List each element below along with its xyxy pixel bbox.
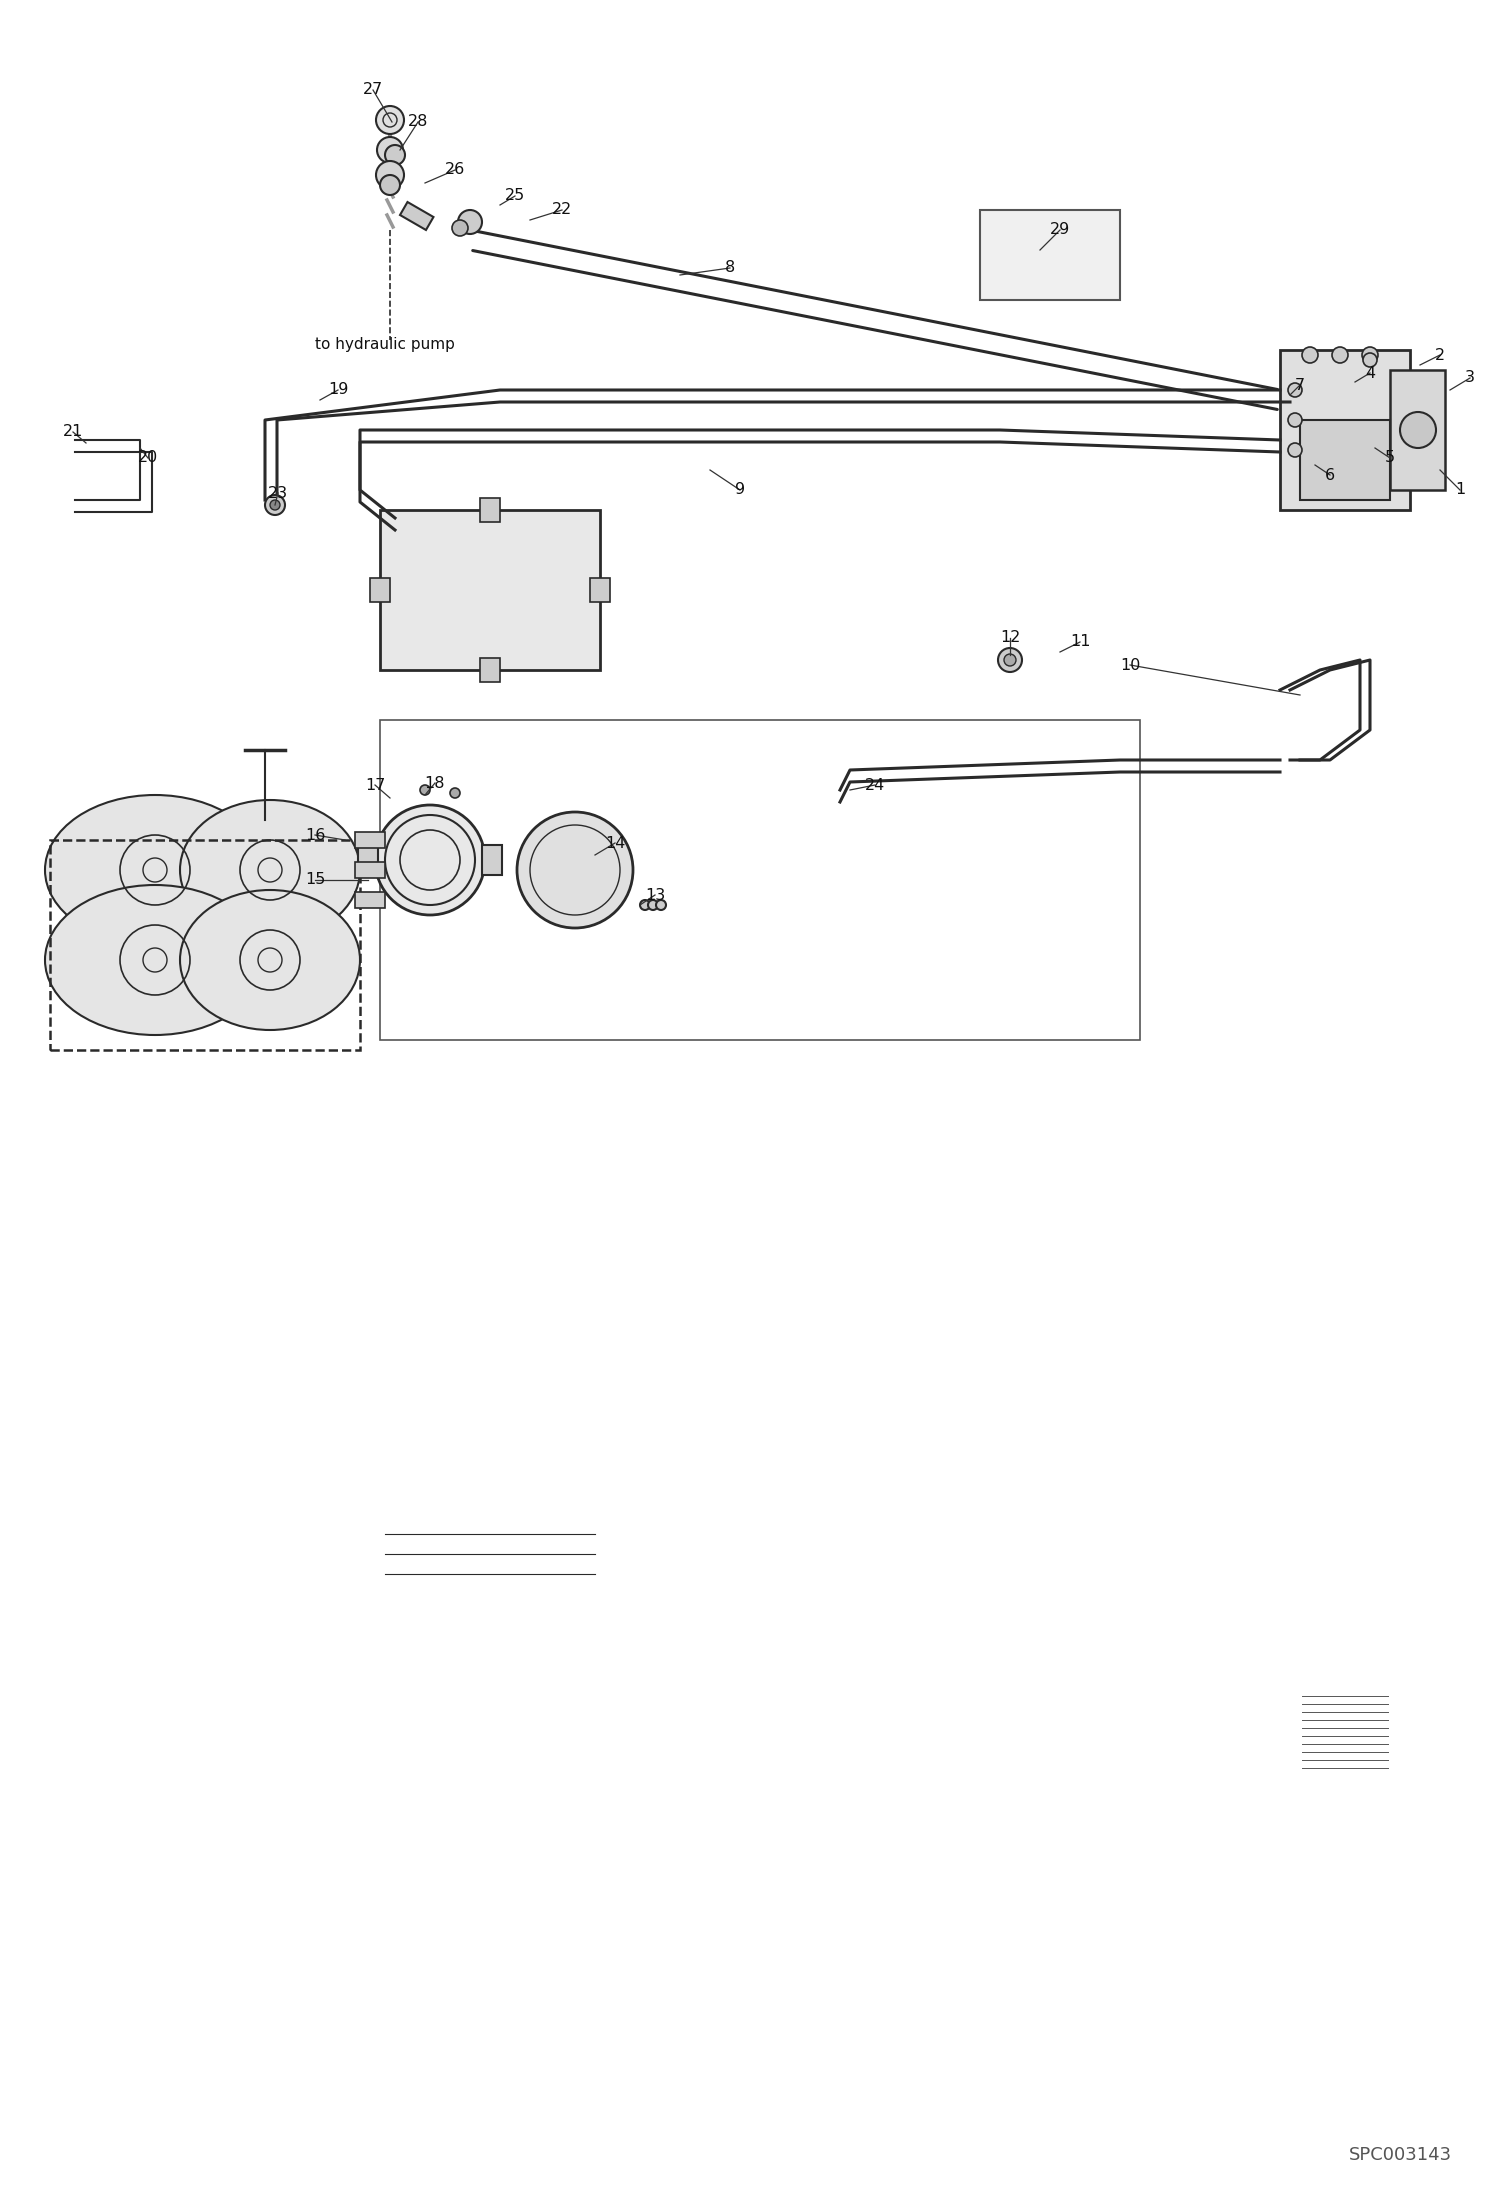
Text: 1: 1 — [1455, 483, 1465, 498]
Text: 17: 17 — [366, 777, 385, 792]
Circle shape — [649, 900, 658, 911]
Bar — [1279, 351, 1410, 509]
Circle shape — [1302, 347, 1318, 362]
Bar — [355, 862, 385, 878]
Bar — [1390, 371, 1446, 489]
Text: 7: 7 — [1294, 377, 1305, 393]
Text: 11: 11 — [1070, 634, 1091, 649]
Text: 19: 19 — [328, 382, 348, 397]
Circle shape — [1362, 347, 1378, 362]
Ellipse shape — [45, 884, 265, 1036]
Text: 15: 15 — [304, 873, 325, 889]
Circle shape — [380, 176, 400, 195]
Text: to hydraulic pump: to hydraulic pump — [315, 338, 455, 353]
Circle shape — [376, 160, 404, 189]
Text: 2: 2 — [1435, 347, 1446, 362]
Text: 27: 27 — [363, 83, 383, 97]
Text: 12: 12 — [999, 630, 1020, 645]
Circle shape — [1288, 443, 1302, 456]
Circle shape — [452, 219, 467, 237]
Text: 25: 25 — [505, 189, 526, 204]
Text: 28: 28 — [407, 114, 428, 129]
Text: 18: 18 — [425, 774, 445, 790]
Text: 9: 9 — [736, 483, 745, 498]
Circle shape — [1363, 353, 1377, 366]
Ellipse shape — [180, 891, 360, 1029]
Text: 16: 16 — [304, 827, 325, 842]
Circle shape — [366, 836, 374, 845]
Bar — [479, 658, 500, 682]
Bar — [355, 893, 385, 908]
Circle shape — [1332, 347, 1348, 362]
Circle shape — [640, 900, 650, 911]
Circle shape — [998, 647, 1022, 671]
Bar — [400, 202, 433, 230]
Bar — [380, 509, 601, 669]
Circle shape — [270, 500, 280, 509]
Text: 4: 4 — [1365, 366, 1375, 380]
Circle shape — [265, 496, 285, 516]
Circle shape — [1288, 384, 1302, 397]
Bar — [590, 577, 610, 601]
Circle shape — [376, 105, 404, 134]
Text: 8: 8 — [725, 261, 736, 276]
Circle shape — [1004, 654, 1016, 667]
Text: 20: 20 — [138, 450, 159, 465]
Bar — [1300, 419, 1390, 500]
Circle shape — [517, 812, 634, 928]
Bar — [49, 840, 360, 1051]
Bar — [355, 832, 385, 849]
Bar — [358, 845, 377, 875]
Bar — [370, 577, 389, 601]
Bar — [479, 498, 500, 522]
Ellipse shape — [180, 801, 360, 939]
Text: SPC003143: SPC003143 — [1348, 2146, 1452, 2163]
Text: 24: 24 — [864, 777, 885, 792]
Text: 3: 3 — [1465, 371, 1476, 386]
Text: 5: 5 — [1386, 450, 1395, 465]
Text: 10: 10 — [1121, 658, 1140, 674]
Circle shape — [419, 785, 430, 794]
Text: 29: 29 — [1050, 222, 1070, 237]
Circle shape — [656, 900, 667, 911]
Circle shape — [449, 788, 460, 799]
Text: 13: 13 — [644, 889, 665, 902]
Circle shape — [1401, 412, 1437, 448]
Text: 26: 26 — [445, 162, 464, 178]
Bar — [380, 720, 1140, 1040]
Text: 21: 21 — [63, 423, 84, 439]
Text: 6: 6 — [1324, 467, 1335, 483]
Bar — [482, 845, 502, 875]
Circle shape — [377, 136, 403, 162]
Circle shape — [1288, 412, 1302, 428]
Ellipse shape — [45, 794, 265, 946]
Text: 23: 23 — [268, 485, 288, 500]
Circle shape — [458, 211, 482, 235]
Bar — [980, 211, 1121, 301]
Text: 14: 14 — [605, 836, 625, 851]
Circle shape — [385, 145, 404, 165]
Text: 22: 22 — [551, 202, 572, 217]
Circle shape — [374, 805, 485, 915]
